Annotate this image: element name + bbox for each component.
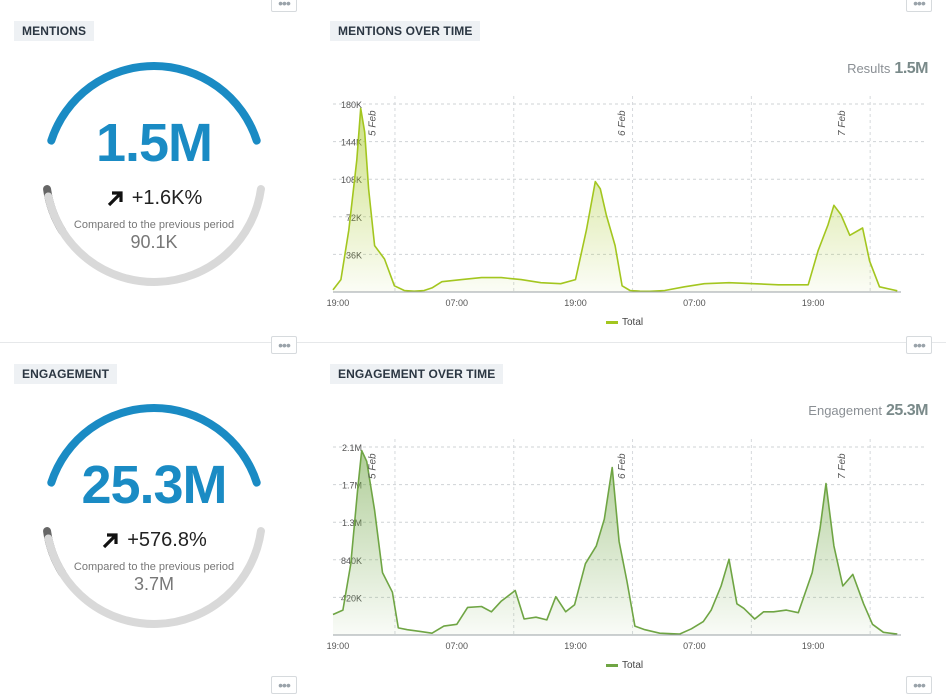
mentions-legend-label: Total — [622, 317, 644, 328]
engagement-change: +576.8% — [34, 529, 274, 552]
mentions-gauge: 1.5M +1.6K% Compared to the previous per… — [34, 54, 274, 294]
mentions-change-text: +1.6K% — [131, 187, 203, 209]
mentions-menu-button[interactable]: ••• — [271, 0, 297, 12]
day-marker-label: 5 Feb — [368, 453, 379, 479]
y-tick-label: 1.3M — [342, 518, 362, 528]
mentions-results-label: Results — [847, 61, 891, 76]
legend-swatch — [606, 664, 618, 667]
engagement-gauge: 25.3M +576.8% Compared to the previous p… — [34, 396, 274, 636]
engagement-gauge-ring — [43, 404, 265, 628]
x-tick-label: 07:00 — [683, 641, 706, 651]
series-line[interactable] — [332, 107, 898, 293]
series-line[interactable] — [332, 449, 898, 635]
engagement-legend-label: Total — [622, 660, 644, 671]
mentions-gauge-ring — [43, 62, 265, 286]
series-area — [333, 450, 898, 635]
day-marker-label: 6 Feb — [617, 110, 628, 136]
y-tick-label: 180K — [341, 100, 362, 110]
day-marker-label: 7 Feb — [837, 110, 848, 136]
y-tick-label: 108K — [341, 175, 362, 185]
y-tick-label: 144K — [341, 138, 362, 148]
x-tick-label: 07:00 — [683, 298, 706, 308]
mentions-title: MENTIONS — [14, 21, 95, 41]
mentions-previous-value: 90.1K — [130, 232, 178, 252]
row-divider — [0, 342, 946, 343]
bottom-right-menu-button[interactable]: ••• — [906, 676, 932, 694]
x-tick-label: 07:00 — [445, 298, 468, 308]
day-marker-label: 7 Feb — [837, 453, 848, 479]
engagement-over-time-menu-button[interactable]: ••• — [906, 336, 932, 354]
engagement-results: Engagement 25.3M — [808, 402, 928, 420]
legend-swatch — [606, 321, 618, 324]
x-tick-label: 19:00 — [564, 641, 587, 651]
engagement-value: 25.3M — [81, 455, 227, 515]
series-area — [333, 108, 898, 293]
x-tick-label: 19:00 — [802, 298, 825, 308]
mentions-over-time-menu-button[interactable]: ••• — [906, 0, 932, 12]
mentions-over-time-title: MENTIONS OVER TIME — [330, 21, 481, 41]
engagement-compare-label: Compared to the previous period — [73, 561, 235, 573]
day-marker-label: 5 Feb — [368, 110, 379, 136]
x-tick-label: 07:00 — [445, 641, 468, 651]
engagement-over-time-chart: 420K840K1.3M1.7M2.1M19:0007:0019:0007:00… — [327, 439, 927, 651]
engagement-results-value: 25.3M — [886, 402, 928, 419]
bottom-left-menu-button[interactable]: ••• — [271, 676, 297, 694]
mentions-change: +1.6K% — [34, 187, 274, 210]
arrow-up-right-icon — [103, 533, 118, 548]
mentions-results: Results 1.5M — [847, 60, 928, 78]
mentions-compare-label: Compared to the previous period — [73, 219, 235, 231]
engagement-change-text: +576.8% — [127, 529, 207, 551]
x-tick-label: 19:00 — [802, 641, 825, 651]
x-tick-label: 19:00 — [327, 641, 350, 651]
engagement-previous-value: 3.7M — [133, 574, 175, 594]
day-marker-label: 6 Feb — [617, 453, 628, 479]
mentions-legend[interactable]: Total — [606, 317, 643, 328]
engagement-over-time-title: ENGAGEMENT OVER TIME — [330, 364, 504, 384]
y-tick-label: 1.7M — [342, 481, 362, 491]
x-tick-label: 19:00 — [564, 298, 587, 308]
x-tick-label: 19:00 — [327, 298, 350, 308]
mentions-over-time-chart: 36K72K108K144K180K19:0007:0019:0007:0019… — [327, 96, 927, 308]
mentions-results-value: 1.5M — [894, 60, 928, 77]
engagement-results-label: Engagement — [808, 403, 883, 418]
arrow-up-right-icon — [107, 191, 123, 206]
engagement-title: ENGAGEMENT — [14, 364, 118, 384]
engagement-menu-button[interactable]: ••• — [271, 336, 297, 354]
mentions-value: 1.5M — [95, 113, 213, 173]
y-tick-label: 2.1M — [342, 443, 362, 453]
engagement-legend[interactable]: Total — [606, 660, 643, 671]
